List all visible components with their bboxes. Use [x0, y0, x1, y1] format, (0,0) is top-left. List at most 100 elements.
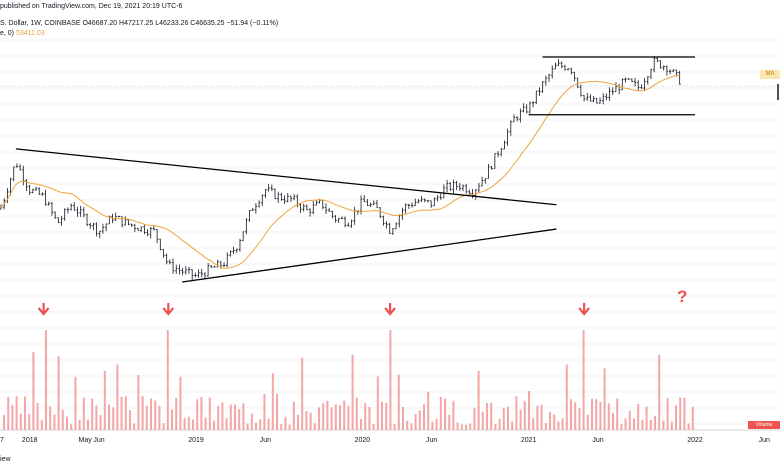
- candle: [245, 217, 248, 235]
- volume-bar: [662, 420, 665, 430]
- candle: [668, 69, 672, 75]
- ma-legend-label: e, 0): [0, 30, 15, 37]
- volume-bar: [49, 406, 52, 430]
- candle: [18, 164, 22, 171]
- volume-bar: [141, 396, 144, 430]
- volume-bar: [494, 424, 497, 430]
- candle: [551, 65, 554, 79]
- candle: [617, 83, 621, 95]
- candle: [79, 205, 82, 217]
- volume-bar: [297, 414, 299, 430]
- candle: [175, 264, 178, 274]
- x-tick-label: 2021: [521, 437, 537, 444]
- volume-bar: [19, 413, 22, 430]
- candle: [98, 230, 101, 239]
- candle: [73, 202, 76, 211]
- candle: [178, 264, 181, 275]
- candle: [124, 216, 127, 226]
- candle: [563, 64, 567, 71]
- candle: [496, 151, 500, 158]
- volume-bar: [7, 396, 10, 430]
- candle: [232, 246, 235, 254]
- candle: [439, 193, 442, 200]
- volume-bar: [166, 330, 169, 430]
- candle: [117, 215, 121, 217]
- candle: [146, 229, 149, 237]
- volume-bar: [364, 403, 367, 430]
- volume-bar: [124, 396, 127, 430]
- volume-bar: [217, 405, 220, 430]
- candle: [423, 198, 426, 203]
- volume-bar: [154, 400, 157, 430]
- arrow-head: [578, 307, 590, 316]
- down-arrow-icon: [162, 303, 175, 316]
- volume-bar: [229, 404, 232, 430]
- candle: [471, 188, 474, 199]
- candle: [63, 208, 66, 221]
- volume-bar: [511, 421, 514, 430]
- volume-bar: [624, 418, 627, 430]
- candle: [267, 183, 270, 192]
- candle: [487, 164, 490, 179]
- moving-average: [0, 74, 680, 269]
- volume-bar: [536, 405, 539, 430]
- volume-bar: [469, 423, 472, 430]
- candle: [315, 200, 318, 206]
- candle: [458, 182, 462, 191]
- candle: [210, 265, 213, 268]
- candle: [340, 216, 344, 220]
- x-tick-label: 2020: [355, 437, 371, 444]
- volume-bar: [603, 368, 606, 430]
- volume-bar: [116, 364, 119, 430]
- candle: [480, 176, 484, 187]
- volume-bar: [595, 399, 598, 430]
- candle: [289, 195, 293, 202]
- candle: [57, 217, 60, 224]
- candle: [248, 210, 251, 222]
- volume-bar: [691, 406, 694, 430]
- arrow-head: [37, 307, 50, 316]
- candle: [652, 56, 656, 73]
- candle: [277, 191, 280, 203]
- candle: [363, 195, 366, 203]
- candle: [203, 272, 207, 279]
- candle: [280, 192, 283, 201]
- candle: [541, 81, 544, 93]
- candle: [649, 68, 653, 79]
- candle: [350, 219, 353, 228]
- volume-bar: [32, 352, 35, 430]
- candle: [76, 206, 79, 217]
- volume-bar: [36, 403, 39, 430]
- volume-bar: [448, 414, 451, 430]
- candle: [372, 200, 375, 205]
- volume-bar: [271, 373, 274, 430]
- candle: [375, 199, 379, 209]
- trendlines: [15, 56, 695, 283]
- volume-bar: [549, 411, 551, 430]
- volume-bar: [112, 407, 115, 430]
- volume-bar: [381, 401, 383, 430]
- volume-bar: [192, 419, 194, 430]
- candle: [257, 200, 261, 208]
- volume-bar: [145, 405, 148, 430]
- candle: [656, 56, 659, 63]
- x-tick-label: Jun: [759, 437, 770, 444]
- ma-badge: MA: [760, 70, 780, 79]
- volume-bar: [301, 357, 304, 430]
- volume-bar: [586, 414, 589, 430]
- candle: [554, 62, 557, 70]
- candle: [531, 101, 535, 108]
- candle: [22, 165, 25, 186]
- candle: [414, 198, 417, 207]
- candle: [589, 94, 592, 102]
- volume-bar: [259, 419, 262, 430]
- volume-bar: [456, 422, 459, 430]
- candle: [229, 250, 232, 257]
- candle: [601, 93, 605, 105]
- volume-bar: [515, 396, 518, 430]
- volume-bar: [599, 402, 602, 430]
- candle: [538, 87, 541, 96]
- volume-bar: [402, 406, 404, 430]
- candle: [235, 248, 238, 253]
